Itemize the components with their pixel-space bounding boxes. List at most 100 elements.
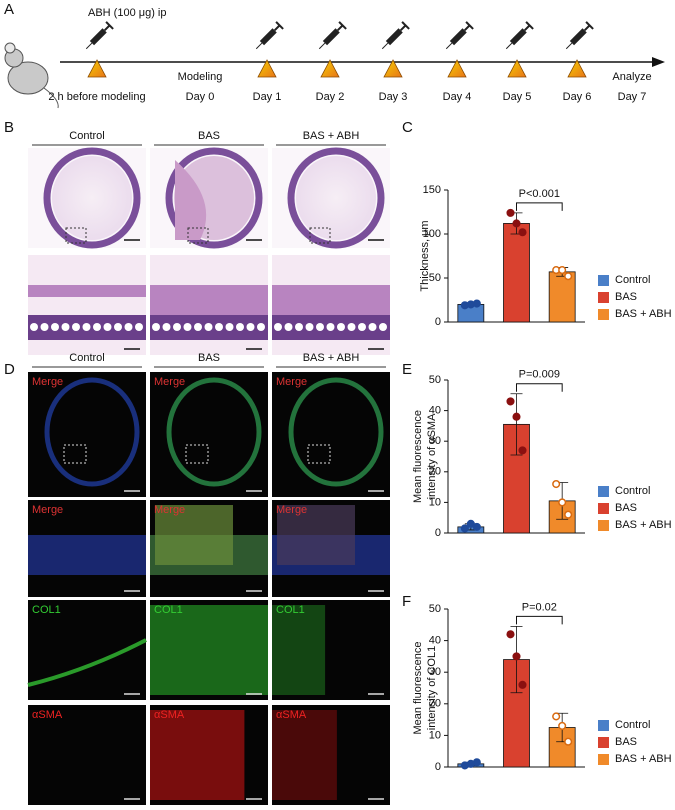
legend-swatch — [598, 720, 609, 731]
syringe-icon — [505, 21, 534, 50]
syringe-barrel — [569, 28, 587, 46]
data-point — [558, 266, 567, 275]
group-label: Control — [69, 352, 104, 364]
tissue-signal — [28, 535, 146, 575]
legend-label: BAS — [615, 291, 637, 303]
chondrocyte — [72, 323, 80, 331]
panel-letter: D — [4, 361, 15, 378]
data-point — [518, 680, 527, 689]
legend-label: Control — [615, 274, 650, 286]
data-point — [472, 522, 481, 531]
y-axis-label: Mean fluorescence — [412, 642, 424, 735]
data-point — [518, 228, 527, 237]
data-point — [472, 758, 481, 767]
data-point — [564, 510, 573, 519]
mouse-icon — [4, 42, 59, 109]
syringe-icon — [318, 21, 347, 50]
airway-wall — [165, 147, 263, 249]
data-point — [564, 737, 573, 746]
epithelium-band — [272, 285, 390, 315]
asma-signal — [150, 710, 245, 800]
channel-label: Merge — [154, 376, 185, 388]
significance-bracket — [516, 383, 563, 392]
y-axis-label: Thickness, μm — [419, 220, 431, 291]
stage-time: Day 0 — [186, 91, 215, 103]
histology-images: Control BAS BAS + ABH — [28, 130, 390, 355]
chondrocyte — [124, 323, 133, 331]
stage-time: Day 3 — [379, 91, 408, 103]
chondrocyte — [246, 323, 255, 331]
syringe-barrel — [322, 28, 340, 46]
data-point — [564, 272, 573, 281]
legend-swatch — [598, 292, 609, 303]
chondrocyte — [316, 323, 324, 331]
syringe-needle — [255, 42, 263, 50]
legend-label: Control — [615, 485, 650, 497]
chondrocyte — [152, 323, 160, 331]
y-tick-label: 20 — [429, 466, 441, 478]
legend-label: BAS + ABH — [615, 308, 672, 320]
stage-time: Day 7 — [618, 91, 647, 103]
syringe-cap — [585, 21, 594, 30]
legend-swatch — [598, 275, 609, 286]
syringe-cap — [525, 21, 534, 30]
syringe-plunger — [273, 24, 281, 32]
panel-letter: B — [4, 119, 14, 136]
airway-wall — [287, 147, 385, 249]
chondrocyte — [295, 323, 303, 331]
significance-bracket — [516, 202, 563, 211]
chondrocyte — [257, 323, 265, 331]
data-point — [558, 721, 567, 730]
data-point — [512, 652, 521, 661]
injection-label: ABH (100 μg) ip — [88, 7, 166, 19]
chondrocyte — [379, 323, 387, 331]
y-tick-label: 10 — [429, 496, 441, 508]
channel-label: COL1 — [154, 604, 183, 616]
injection-marker — [257, 59, 277, 78]
chondrocyte — [30, 323, 38, 331]
data-point — [558, 498, 567, 507]
syringe-barrel — [89, 28, 107, 46]
data-point — [518, 446, 527, 455]
stage-time: Day 1 — [253, 91, 282, 103]
group-label: BAS + ABH — [303, 130, 360, 142]
syringe-plunger — [583, 24, 591, 32]
zoom-box — [65, 227, 87, 244]
y-tick-label: 0 — [435, 761, 441, 773]
airway-lumen — [52, 156, 132, 240]
data-point — [466, 519, 475, 528]
channel-label: αSMA — [154, 709, 185, 721]
chondrocyte — [173, 323, 181, 331]
y-tick-label: 30 — [429, 666, 441, 678]
data-point — [552, 712, 561, 721]
y-axis-label: Mean fluorescence — [412, 410, 424, 503]
syringe-barrel — [259, 28, 277, 46]
syringe-cap — [465, 21, 474, 30]
epithelium-band — [28, 285, 146, 297]
chondrocyte — [326, 323, 335, 331]
chondrocyte — [162, 323, 171, 331]
data-point — [552, 479, 561, 489]
syringe-needle — [85, 42, 93, 50]
data-point — [460, 524, 469, 533]
data-point — [512, 219, 521, 228]
syringe-plunger — [336, 24, 344, 32]
syringe-icon — [381, 21, 410, 50]
injection-marker — [320, 59, 340, 78]
syringe-plunger — [399, 24, 407, 32]
fluorescence-image — [28, 705, 146, 805]
col1-signal — [150, 605, 268, 695]
stage-time: Day 5 — [503, 91, 532, 103]
syringe-needle — [505, 42, 513, 50]
panel-letter: C — [402, 119, 413, 136]
chondrocyte — [194, 323, 202, 331]
chondrocyte — [204, 323, 213, 331]
syringe-cap — [338, 21, 347, 30]
data-point — [506, 397, 515, 406]
group-label: BAS — [198, 130, 220, 142]
channel-label: Merge — [154, 504, 185, 516]
chondrocyte — [93, 323, 101, 331]
legend-label: BAS + ABH — [615, 753, 672, 765]
chondrocyte — [135, 323, 143, 331]
chondrocyte — [368, 323, 377, 331]
